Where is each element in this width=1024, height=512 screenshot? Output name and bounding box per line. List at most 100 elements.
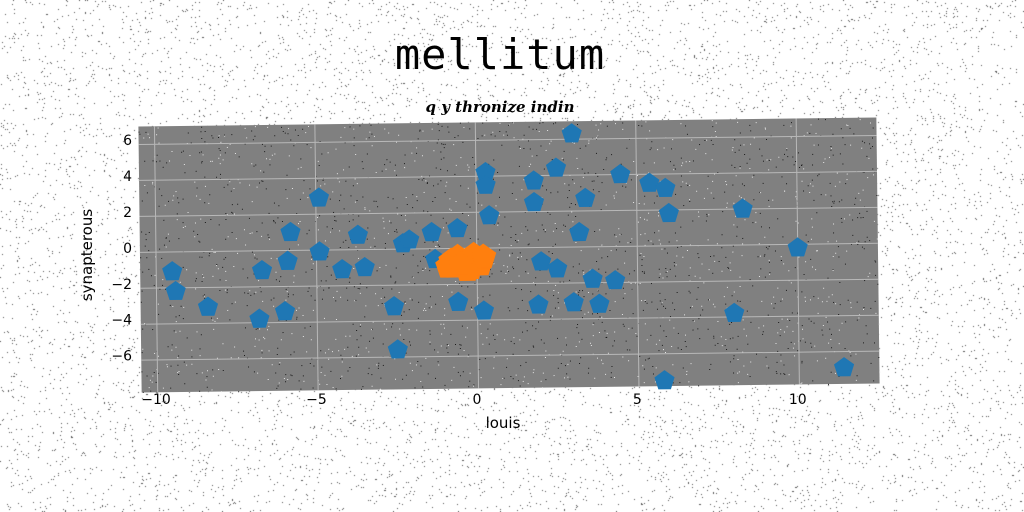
speckle-dot [832, 154, 834, 156]
speckle-dot [801, 180, 803, 182]
speckle-dot [582, 270, 584, 272]
speckle-dot [736, 348, 738, 350]
speckle-dot [178, 355, 180, 357]
speckle-dot [856, 301, 858, 303]
speckle-dot [859, 212, 861, 214]
speckle-dot [225, 257, 227, 259]
speckle-dot [522, 380, 524, 382]
speckle-dot [875, 312, 877, 314]
speckle-dot [525, 226, 527, 228]
speckle-dot [201, 162, 203, 164]
speckle-dot [607, 352, 609, 354]
speckle-dot [403, 311, 405, 313]
speckle-dot [209, 252, 211, 254]
speckle-dot [603, 169, 605, 171]
speckle-dot [314, 299, 316, 301]
speckle-dot [481, 135, 483, 137]
speckle-dot [746, 335, 748, 337]
speckle-dot [380, 377, 382, 379]
speckle-dot [229, 319, 231, 321]
speckle-dot [482, 343, 484, 345]
speckle-dot [273, 219, 275, 221]
speckle-dot [157, 355, 159, 357]
speckle-dot [632, 313, 634, 315]
speckle-dot [356, 183, 358, 185]
speckle-dot [139, 133, 141, 135]
speckle-dot [752, 222, 754, 224]
speckle-dot [645, 359, 647, 361]
speckle-dot [493, 159, 495, 161]
speckle-dot [289, 248, 291, 250]
speckle-dot [644, 195, 646, 197]
speckle-dot [266, 158, 268, 160]
speckle-dot [592, 189, 594, 191]
speckle-dot [141, 231, 143, 233]
speckle-dot [463, 349, 465, 351]
speckle-dot [362, 168, 364, 170]
speckle-dot [432, 241, 434, 243]
speckle-dot [159, 160, 161, 162]
speckle-dot [792, 347, 794, 349]
speckle-dot [847, 125, 849, 127]
speckle-dot [621, 314, 623, 316]
speckle-dot [219, 150, 221, 152]
speckle-dot [751, 176, 753, 178]
speckle-dot [422, 268, 424, 270]
speckle-dot [404, 154, 406, 156]
speckle-dot [297, 168, 299, 170]
speckle-dot [359, 283, 361, 285]
speckle-dot [873, 342, 876, 344]
speckle-dot [368, 351, 370, 353]
speckle-dot [672, 139, 674, 141]
speckle-dot [594, 377, 596, 379]
speckle-dot [177, 357, 179, 359]
speckle-dot [335, 220, 337, 222]
speckle-dot [370, 124, 372, 126]
speckle-dot [354, 300, 356, 302]
speckle-dot [460, 344, 462, 346]
speckle-dot [386, 159, 388, 161]
speckle-dot [326, 226, 328, 228]
speckle-dot [451, 379, 453, 381]
speckle-dot [294, 129, 296, 131]
blue-point [732, 198, 753, 218]
speckle-dot [253, 371, 255, 373]
speckle-dot [673, 164, 675, 166]
speckle-dot [233, 213, 235, 215]
speckle-dot [641, 259, 643, 261]
speckle-dot [817, 175, 819, 177]
speckle-dot [606, 125, 608, 127]
speckle-dot [217, 268, 219, 270]
speckle-dot [563, 281, 565, 283]
speckle-dot [550, 192, 552, 194]
speckle-dot [555, 122, 557, 124]
speckle-dot [698, 385, 700, 387]
speckle-dot [564, 225, 566, 227]
speckle-dot [606, 332, 608, 334]
speckle-dot [526, 259, 528, 261]
speckle-dot [162, 279, 164, 281]
speckle-dot [672, 364, 674, 366]
speckle-dot [812, 380, 814, 382]
speckle-dot [677, 332, 679, 334]
speckle-dot [454, 136, 456, 138]
speckle-dot [554, 223, 556, 225]
speckle-dot [396, 174, 398, 176]
speckle-dot [673, 169, 675, 171]
blue-point [655, 177, 676, 198]
speckle-dot [836, 240, 838, 242]
speckle-dot [669, 319, 671, 321]
speckle-dot [403, 338, 405, 340]
speckle-dot [340, 194, 342, 196]
speckle-dot [359, 125, 361, 127]
speckle-dot [346, 287, 348, 289]
speckle-dot [201, 161, 203, 163]
speckle-dot [605, 204, 607, 206]
speckle-dot [701, 263, 703, 265]
speckle-dot [173, 330, 175, 332]
speckle-dot [163, 244, 165, 246]
speckle-dot [404, 301, 406, 303]
speckle-dot [684, 334, 686, 336]
speckle-dot [583, 296, 585, 298]
speckle-dot [549, 319, 551, 321]
